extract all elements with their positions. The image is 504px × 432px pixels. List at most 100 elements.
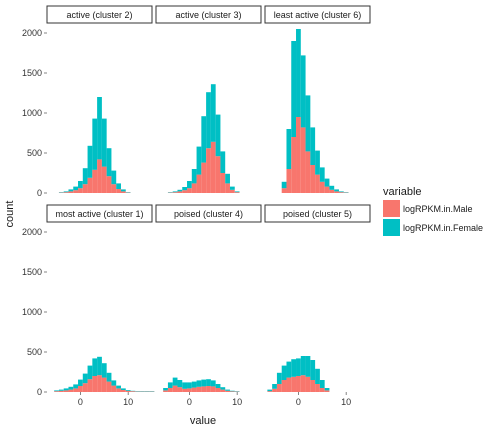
bar-female — [281, 365, 287, 380]
bar-male — [78, 188, 83, 193]
bar-male — [220, 389, 226, 392]
bar-female — [63, 191, 69, 193]
bar-male — [229, 391, 235, 392]
bar-female — [63, 388, 69, 391]
bar-male — [82, 383, 88, 392]
x-tick-label: 10 — [123, 397, 133, 407]
y-axis-title: count — [4, 201, 16, 228]
bar-male — [324, 390, 330, 392]
bar-male — [68, 389, 74, 392]
bar-female — [300, 356, 306, 376]
x-tick-label: 0 — [187, 397, 192, 407]
bar-female — [187, 181, 192, 189]
y-tick-label: 2000 — [22, 28, 42, 38]
bar-female — [172, 191, 178, 193]
bar-female — [220, 151, 226, 173]
facet-panel: least active (cluster 6) — [264, 5, 371, 193]
y-tick-label: 1500 — [22, 68, 42, 78]
bar-male — [78, 386, 83, 392]
bar-male — [177, 191, 183, 193]
bar-male — [120, 191, 126, 193]
bar-female — [73, 186, 79, 191]
bar-female — [54, 390, 59, 392]
bar-male — [267, 391, 273, 392]
bar-female — [73, 384, 79, 389]
bar-male — [220, 173, 226, 193]
bar-male — [92, 376, 98, 392]
bar-female — [281, 181, 287, 189]
x-axes: 0 10 0 10 0 10 — [78, 392, 351, 407]
bar-male — [87, 177, 93, 193]
bar-female — [101, 363, 107, 378]
bar-female — [82, 168, 88, 185]
bar-female — [300, 55, 306, 128]
bar-female — [92, 358, 98, 376]
bar-male — [196, 386, 202, 392]
bar-female — [225, 389, 230, 391]
bar-female — [120, 388, 126, 390]
facet-strip-label: poised (cluster 5) — [283, 209, 352, 219]
bar-female — [324, 178, 330, 187]
bar-male — [300, 127, 306, 193]
facet-strip-label: least active (cluster 6) — [274, 10, 362, 20]
bar-female — [125, 390, 131, 391]
bar-male — [324, 186, 330, 193]
bar-female — [191, 169, 197, 184]
bar-female — [182, 187, 188, 191]
bar-male — [87, 379, 93, 392]
bar-female — [82, 373, 88, 384]
bar-female — [187, 382, 192, 389]
bar-male — [206, 148, 211, 193]
bar-female — [319, 380, 325, 388]
bar-female — [120, 189, 126, 192]
bar-female — [196, 380, 202, 387]
bar-male — [130, 391, 136, 392]
bar-female — [319, 167, 325, 182]
bar-female — [111, 380, 117, 386]
facet-strip-label: active (cluster 3) — [175, 10, 241, 20]
bar-female — [276, 372, 282, 384]
facet-strip-label: active (cluster 2) — [66, 10, 132, 20]
bar-male — [210, 386, 216, 392]
bar-male — [97, 375, 102, 392]
bar-female — [111, 170, 117, 185]
bar-male — [310, 380, 316, 392]
bar-female — [206, 379, 211, 386]
legend: variable logRPKM.in.Male logRPKM.in.Fema… — [383, 186, 483, 236]
bar-female — [229, 390, 235, 392]
bar-male — [201, 162, 207, 193]
y-tick-label: 500 — [27, 148, 42, 158]
bar-male — [187, 388, 192, 392]
bar-male — [286, 377, 292, 392]
facet-panel: most active (cluster 1) — [46, 204, 155, 392]
bar-male — [177, 387, 183, 392]
y-tick-label: 1000 — [22, 307, 42, 317]
bar-female — [267, 389, 273, 392]
y-tick-label: 1000 — [22, 108, 42, 118]
facet-strip — [46, 5, 153, 24]
bar-female — [78, 181, 83, 189]
bar-male — [82, 184, 88, 193]
bar-male — [305, 376, 311, 392]
bar-male — [191, 387, 197, 392]
bar-female — [291, 41, 297, 137]
x-tick-label: 10 — [341, 397, 351, 407]
bar-male — [272, 388, 277, 392]
facet-strip — [264, 5, 371, 24]
facet-strip — [155, 204, 262, 223]
bar-female — [329, 185, 335, 190]
bar-male — [229, 189, 235, 193]
bar-female — [116, 385, 121, 389]
bar-female — [106, 148, 112, 177]
bar-male — [310, 165, 316, 193]
bar-female — [201, 116, 207, 163]
facet-panel: poised (cluster 5) — [264, 204, 371, 392]
facet-panel: active (cluster 2) — [46, 5, 153, 193]
bar-female — [68, 189, 74, 192]
legend-label-male: logRPKM.in.Male — [403, 204, 473, 214]
bar-female — [177, 189, 183, 192]
bar-female — [291, 359, 297, 377]
bar-female — [78, 379, 83, 386]
bar-male — [101, 377, 107, 392]
